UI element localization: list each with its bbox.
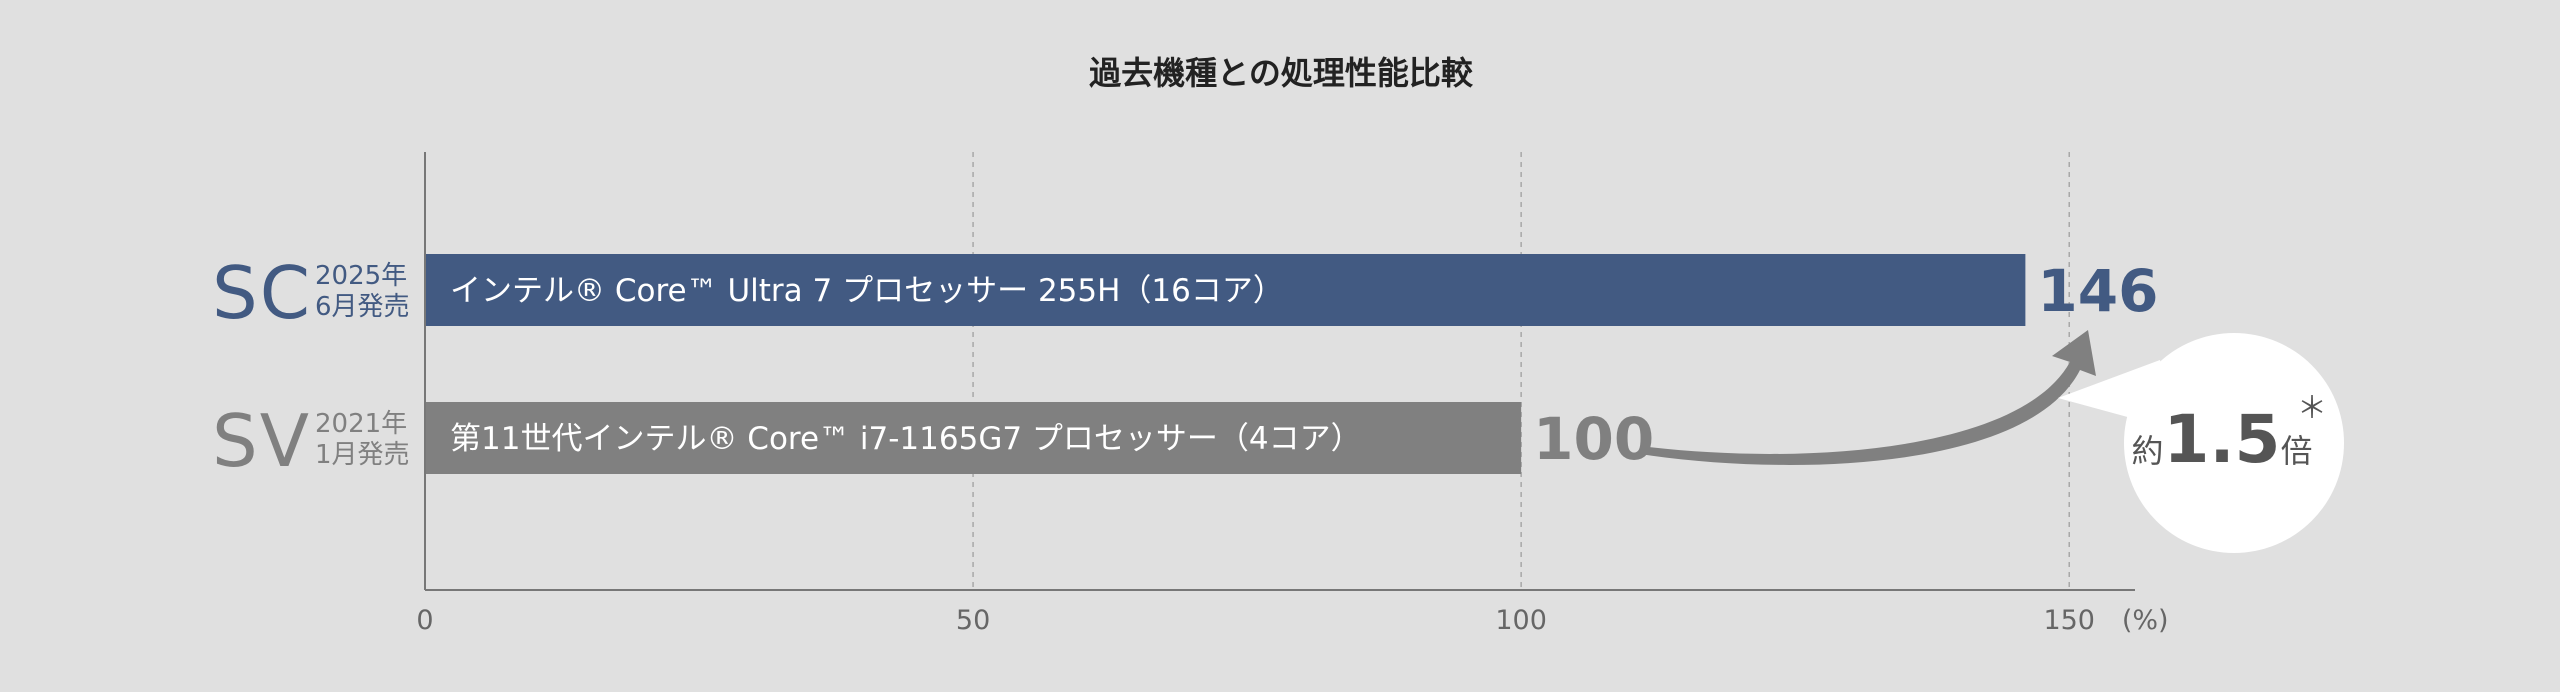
increase-annotation: 約1.5倍 ＊ [1640,330,2344,553]
callout-suffix: 倍 [2280,432,2312,470]
category-date: 1月発売 [315,440,410,470]
callout-prefix: 約 [2132,432,2164,470]
x-tick-labels: 0 50 100 150 (%) [416,605,2168,636]
category-date: 6月発売 [315,292,410,322]
chart-title: 過去機種との処理性能比較 [1089,54,1474,92]
x-tick-label: 100 [1495,605,1547,636]
value-label: 146 [2037,257,2158,325]
callout-value: 1.5 [2164,401,2281,478]
increase-arrow-icon [1640,330,2096,465]
x-unit-label: (%) [2122,605,2169,636]
grid-lines [972,152,2070,590]
bar-label: インテル® Core™ Ultra 7 プロセッサー 255H（16コア） [450,273,1284,309]
callout-footnote-mark: ＊ [2297,391,2327,426]
x-tick-label: 150 [2043,605,2095,636]
axes [424,152,2135,591]
bar-label: 第11世代インテル® Core™ i7-1165G7 プロセッサー（4コア） [450,421,1362,457]
bar [426,254,2026,326]
category-date: 2025年 [315,261,407,291]
bars: インテル® Core™ Ultra 7 プロセッサー 255H（16コア） 146… [426,254,2158,474]
svg-text:約1.5倍: 約1.5倍 [2132,401,2313,478]
category-code: SV [212,399,311,483]
callout-circle [2124,333,2344,553]
x-tick-label: 50 [956,605,990,636]
value-label: 100 [1533,405,1654,473]
category-code: SC [212,251,312,335]
category-date: 2021年 [315,409,407,439]
x-tick-label: 0 [416,605,433,636]
bar [426,402,1522,474]
